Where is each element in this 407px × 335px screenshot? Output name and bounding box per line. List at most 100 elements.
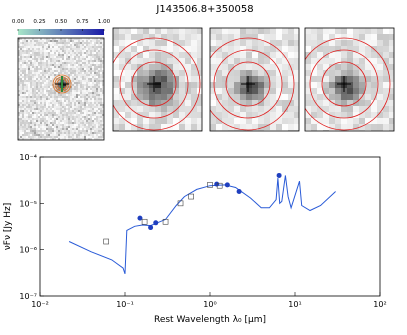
pixel <box>94 52 96 54</box>
pixel <box>76 54 78 56</box>
pixel <box>228 82 234 88</box>
pixel <box>86 66 88 68</box>
pixel <box>347 94 353 100</box>
pixel <box>341 124 347 130</box>
pixel <box>42 108 44 110</box>
pixel <box>76 116 78 118</box>
pixel <box>20 50 22 52</box>
pixel <box>78 92 80 94</box>
pixel <box>86 50 88 52</box>
pixel <box>52 120 54 122</box>
pixel <box>62 94 64 96</box>
pixel <box>26 118 28 120</box>
pixel <box>66 126 68 128</box>
pixel <box>26 122 28 124</box>
pixel <box>96 60 98 62</box>
pixel <box>22 74 24 76</box>
pixel <box>20 126 22 128</box>
data-point <box>237 189 242 194</box>
pixel <box>252 106 258 112</box>
pixel <box>125 28 131 34</box>
pixel <box>38 70 40 72</box>
pixel <box>288 82 294 88</box>
pixel <box>20 136 22 138</box>
pixel <box>50 46 52 48</box>
pixel <box>100 44 102 46</box>
pixel <box>54 118 56 120</box>
pixel <box>50 134 52 136</box>
pixel <box>46 90 48 92</box>
pixel <box>72 90 74 92</box>
pixel <box>40 132 42 134</box>
pixel <box>90 118 92 120</box>
pixel <box>52 74 54 76</box>
pixel <box>28 94 30 96</box>
pixel <box>276 118 282 124</box>
pixel <box>52 126 54 128</box>
pixel <box>48 106 50 108</box>
pixel <box>258 70 264 76</box>
pixel <box>26 132 28 134</box>
pixel <box>32 42 34 44</box>
pixel <box>84 88 86 90</box>
pixel <box>82 114 84 116</box>
pixel <box>60 60 62 62</box>
pixel <box>30 48 32 50</box>
pixel <box>311 88 317 94</box>
pixel <box>48 62 50 64</box>
pixel <box>32 100 34 102</box>
pixel <box>76 86 78 88</box>
pixel <box>270 64 276 70</box>
pixel <box>34 76 36 78</box>
pixel <box>98 76 100 78</box>
pixel <box>167 106 173 112</box>
pixel <box>113 100 119 106</box>
pixel <box>72 128 74 130</box>
pixel <box>82 46 84 48</box>
pixel <box>62 50 64 52</box>
pixel <box>191 34 197 40</box>
pixel <box>52 134 54 136</box>
pixel <box>252 94 258 100</box>
pixel <box>80 114 82 116</box>
pixel <box>60 136 62 138</box>
pixel <box>50 86 52 88</box>
pixel <box>48 118 50 120</box>
pixel <box>288 112 294 118</box>
pixel <box>54 114 56 116</box>
pixel <box>246 58 252 64</box>
pixel <box>40 92 42 94</box>
pixel <box>36 48 38 50</box>
pixel <box>26 102 28 104</box>
pixel <box>78 108 80 110</box>
pixel <box>240 34 246 40</box>
pixel <box>276 52 282 58</box>
pixel <box>80 130 82 132</box>
pixel <box>22 102 24 104</box>
pixel <box>88 56 90 58</box>
pixel <box>56 132 58 134</box>
pixel <box>32 118 34 120</box>
pixel <box>72 124 74 126</box>
pixel <box>44 66 46 68</box>
pixel <box>28 100 30 102</box>
pixel <box>30 98 32 100</box>
pixel <box>68 124 70 126</box>
pixel <box>26 66 28 68</box>
pixel <box>54 124 56 126</box>
pixel <box>40 44 42 46</box>
pixel <box>28 50 30 52</box>
pixel <box>98 50 100 52</box>
pixel <box>234 58 240 64</box>
pixel <box>84 104 86 106</box>
pixel <box>46 114 48 116</box>
pixel <box>88 96 90 98</box>
pixel <box>76 98 78 100</box>
pixel <box>100 70 102 72</box>
pixel <box>46 64 48 66</box>
pixel <box>96 74 98 76</box>
pixel <box>92 94 94 96</box>
pixel <box>92 60 94 62</box>
pixel <box>74 128 76 130</box>
pixel <box>58 112 60 114</box>
